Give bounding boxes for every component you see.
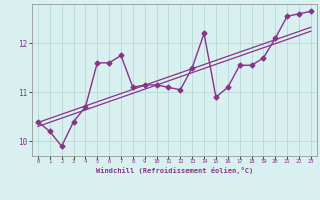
X-axis label: Windchill (Refroidissement éolien,°C): Windchill (Refroidissement éolien,°C): [96, 167, 253, 174]
